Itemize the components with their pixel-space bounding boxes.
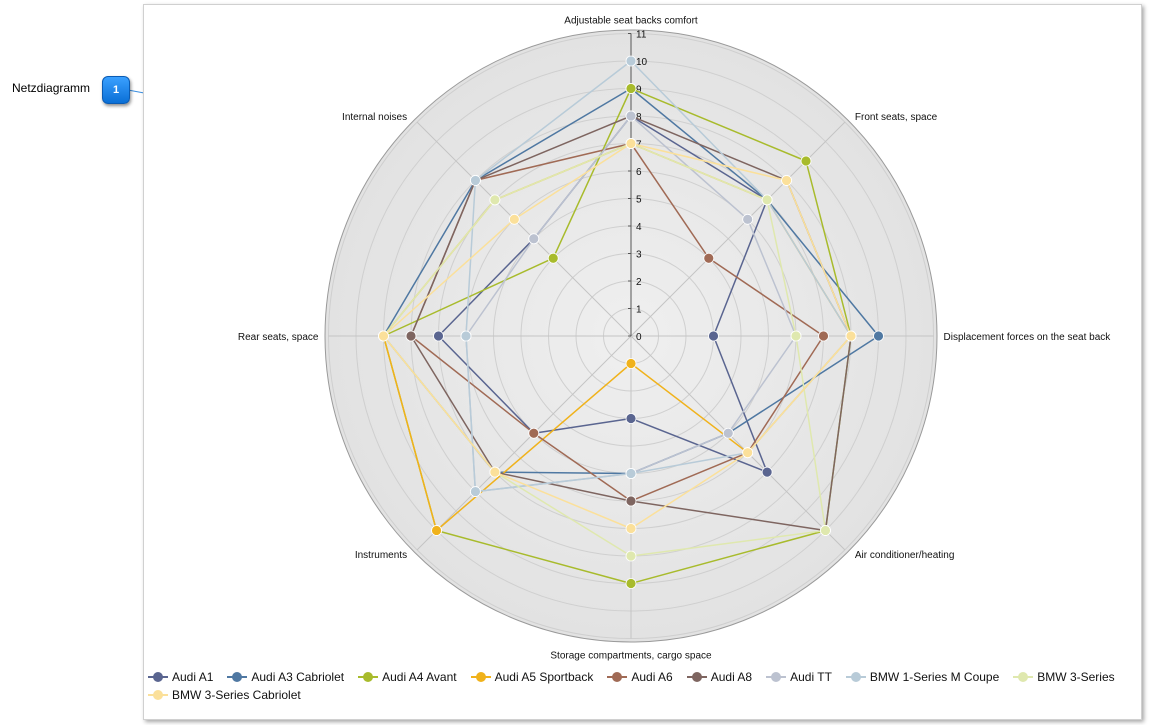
tick-label: 4: [636, 222, 642, 233]
legend-marker-icon: [148, 689, 168, 701]
data-point: [818, 330, 829, 342]
data-point: [625, 495, 637, 507]
tick-label: 8: [636, 112, 642, 123]
data-point: [431, 525, 442, 536]
legend-marker-icon: [227, 671, 248, 683]
legend-marker-icon: [607, 671, 628, 683]
tick-label: 5: [636, 195, 642, 206]
callout-label: Netzdiagramm: [12, 81, 91, 95]
legend-label: BMW 3-Series: [1037, 670, 1115, 684]
data-point: [742, 213, 754, 225]
data-point: [528, 233, 540, 245]
legend-item[interactable]: Audi A8: [686, 669, 753, 685]
data-point: [625, 523, 637, 534]
legend-marker-icon: [148, 671, 168, 683]
data-point: [742, 447, 754, 459]
tick-label: 6: [636, 167, 642, 178]
legend-marker-icon: [358, 671, 379, 683]
legend-marker-icon: [1013, 671, 1034, 683]
data-point: [761, 466, 773, 478]
tick-label: 10: [636, 57, 648, 68]
legend-label: Audi A5 Sportback: [494, 670, 594, 684]
data-point: [625, 55, 637, 67]
axis-label: Front seats, space: [855, 112, 938, 123]
data-point: [625, 358, 637, 369]
data-point: [508, 213, 520, 225]
tick-label: 2: [636, 277, 642, 288]
data-point: [405, 330, 417, 342]
legend-marker-icon: [766, 671, 787, 683]
data-point: [625, 413, 637, 424]
data-point: [790, 330, 802, 342]
data-point: [625, 550, 637, 562]
data-point: [433, 330, 444, 342]
data-point: [625, 110, 637, 122]
data-point: [703, 252, 715, 264]
data-point: [873, 330, 884, 342]
legend-marker-icon: [845, 671, 866, 683]
legend-item[interactable]: Audi A6: [607, 669, 673, 685]
legend-item[interactable]: Audi TT: [766, 669, 832, 685]
legend-marker-icon: [470, 671, 491, 683]
data-point: [625, 138, 637, 149]
axis-label: Instruments: [355, 550, 407, 561]
tick-label: 1: [636, 305, 642, 316]
legend-item[interactable]: Audi A1: [148, 669, 213, 685]
chart-panel: 0 1 2 3 4 5 6 7 8 9 10 11 Adjustable seat backs comf…: [143, 4, 1142, 720]
data-point: [378, 330, 389, 342]
legend-item[interactable]: BMW 1-Series M Coupe: [845, 669, 1000, 685]
axis-label: Storage compartments, cargo space: [550, 651, 712, 662]
data-point: [470, 486, 481, 497]
legend-item[interactable]: BMW 3-Series: [1013, 669, 1115, 685]
data-point: [625, 468, 637, 479]
legend-item[interactable]: Audi A3 Cabriolet: [227, 669, 344, 685]
axis-label: Rear seats, space: [238, 332, 319, 343]
data-point: [708, 330, 719, 342]
axis-label: Air conditioner/heating: [855, 550, 955, 561]
legend-label: Audi A3 Cabriolet: [251, 670, 345, 684]
data-point: [547, 252, 559, 264]
data-point: [489, 194, 501, 206]
legend-item[interactable]: BMW 3-Series Cabriolet: [148, 687, 301, 703]
data-point: [470, 175, 481, 186]
tick-label: 11: [636, 30, 647, 41]
data-point: [800, 155, 812, 167]
axis-label: Displacement forces on the seat back: [944, 332, 1112, 343]
axis-label: Adjustable seat backs comfort: [564, 16, 698, 27]
data-point: [845, 330, 857, 342]
chart-legend: Audi A1 Audi A3 Cabriolet Audi A4 Avant Aud…: [148, 669, 1133, 703]
tick-label: 9: [636, 85, 642, 96]
legend-marker-icon: [686, 671, 707, 683]
data-point: [722, 427, 734, 439]
legend-item[interactable]: Audi A4 Avant: [358, 669, 457, 685]
legend-label: Audi TT: [790, 670, 832, 684]
data-point: [528, 427, 540, 439]
axis-spoke: [630, 335, 846, 551]
legend-label: BMW 1-Series M Coupe: [869, 670, 1000, 684]
axis-label: Internal noises: [342, 112, 407, 123]
legend-label: Audi A4 Avant: [382, 670, 457, 684]
legend-label: Audi A6: [631, 670, 673, 684]
axis-spoke: [416, 121, 632, 337]
tick-label: 3: [636, 250, 642, 261]
axis-spoke: [416, 335, 632, 551]
data-point: [781, 175, 792, 186]
data-point: [761, 194, 773, 206]
callout-badge[interactable]: 1: [102, 76, 130, 104]
data-point: [489, 466, 501, 478]
legend-label: BMW 3-Series Cabriolet: [172, 688, 301, 702]
data-point: [460, 330, 472, 342]
legend-label: Audi A1: [172, 670, 214, 684]
data-point: [820, 525, 831, 536]
data-point: [625, 83, 637, 94]
tick-label: 0: [636, 332, 642, 343]
legend-label: Audi A8: [710, 670, 753, 684]
legend-item[interactable]: Audi A5 Sportback: [470, 669, 594, 685]
data-point: [625, 578, 637, 589]
